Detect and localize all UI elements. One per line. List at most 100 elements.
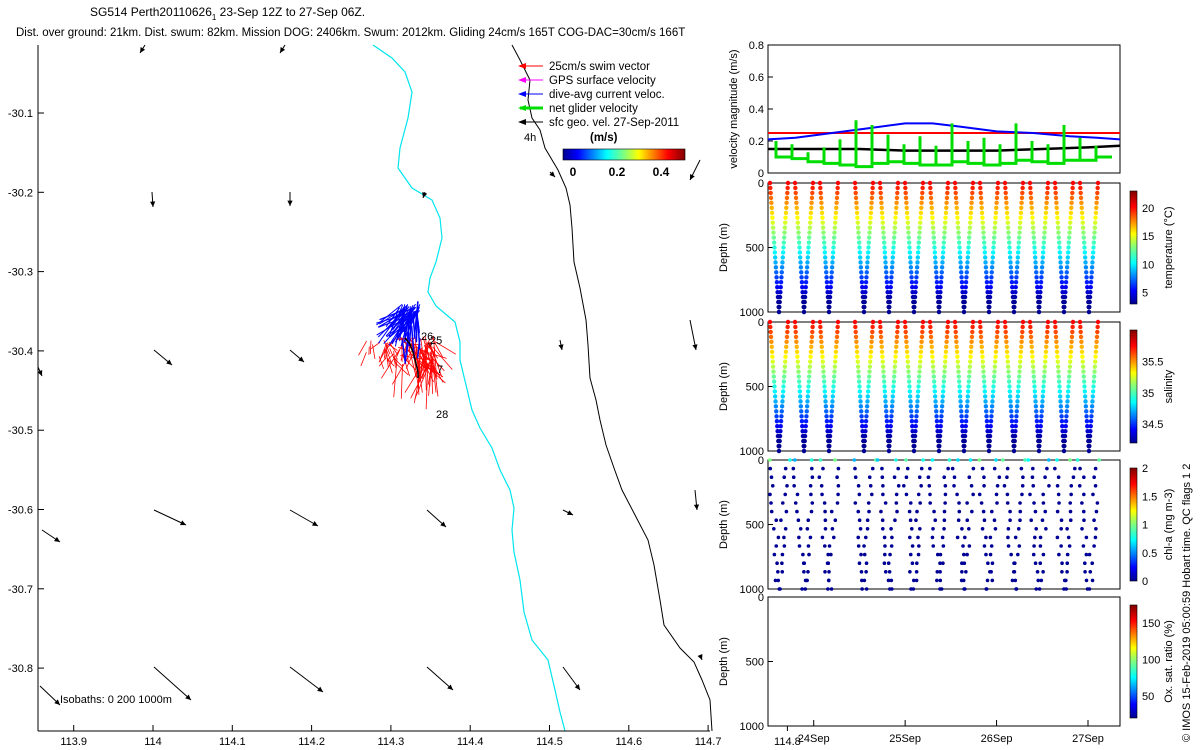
profile-point xyxy=(767,458,772,462)
profile-point xyxy=(1064,270,1069,275)
profile-point xyxy=(988,284,993,290)
profile-point xyxy=(780,552,785,557)
profile-point xyxy=(1083,570,1087,574)
profile-point xyxy=(855,225,861,230)
profile-point xyxy=(1066,240,1072,245)
profile-point xyxy=(820,354,825,359)
depth-tick-label: 500 xyxy=(746,382,764,394)
profile-point xyxy=(803,428,808,434)
profile-point xyxy=(833,210,839,215)
profile-point xyxy=(887,299,892,305)
profile-point xyxy=(982,484,986,488)
geostrophic-arrowhead xyxy=(549,171,555,177)
profile-point xyxy=(984,552,988,557)
profile-point xyxy=(804,414,809,419)
profile-point xyxy=(1079,349,1085,354)
profile-point xyxy=(806,384,811,389)
colorbar-bar xyxy=(562,148,686,161)
profile-point xyxy=(878,190,883,196)
profile-point xyxy=(794,205,799,211)
profile-point xyxy=(1040,255,1046,260)
profile-point xyxy=(935,423,940,429)
profile-point xyxy=(1082,394,1088,399)
profile-point xyxy=(891,235,897,240)
profile-point xyxy=(913,280,919,285)
profile-point xyxy=(950,466,955,471)
profile-point xyxy=(919,339,924,345)
profile-point xyxy=(1016,384,1021,389)
profile-point xyxy=(1017,369,1022,374)
profile-point xyxy=(1037,304,1042,310)
profile-point xyxy=(1055,535,1060,540)
profile-point xyxy=(966,235,972,240)
profile-point xyxy=(1080,364,1086,369)
colorbar-tick-label: 5 xyxy=(1142,288,1148,300)
current-vector xyxy=(376,303,403,326)
profile-point xyxy=(931,527,935,531)
profile-point xyxy=(1015,255,1021,260)
profile-point xyxy=(805,394,811,399)
profile-point xyxy=(833,354,838,359)
profile-point xyxy=(930,359,935,364)
profile-point xyxy=(1080,527,1084,531)
profile-point xyxy=(965,552,969,557)
profile-point xyxy=(865,394,871,399)
profile-point xyxy=(808,359,813,364)
profile-point xyxy=(1059,544,1063,548)
legend-arrowhead xyxy=(518,91,526,97)
profile-point xyxy=(993,215,998,220)
profile-point xyxy=(938,280,944,285)
profile-point xyxy=(978,334,984,340)
profile-point xyxy=(775,284,780,290)
profile-point xyxy=(855,220,860,225)
profile-point xyxy=(1093,215,1098,220)
profile-point xyxy=(1094,344,1099,350)
profile-point xyxy=(1033,404,1039,409)
profile-point xyxy=(904,458,908,462)
profile-point xyxy=(868,215,873,220)
profile-point xyxy=(969,195,975,201)
profile-point xyxy=(1062,443,1067,449)
profile-point xyxy=(797,394,803,399)
profile-point xyxy=(920,319,926,325)
profile-point xyxy=(810,185,815,191)
profile-point xyxy=(809,492,813,497)
profile-point xyxy=(1040,399,1045,404)
profile-point xyxy=(888,587,892,591)
profile-point xyxy=(934,419,940,424)
profile-point xyxy=(1082,384,1087,389)
profile-point xyxy=(799,270,804,275)
profile-point xyxy=(1054,205,1059,211)
credit-text: © IMOS 15-Feb-2019 05:00:59 Hobart time.… xyxy=(1181,464,1193,742)
profile-point xyxy=(980,359,985,364)
profile-point xyxy=(963,428,968,434)
profile-point xyxy=(830,260,835,265)
profile-point xyxy=(969,339,974,345)
profile-point xyxy=(1041,379,1047,384)
profile-point xyxy=(770,484,775,488)
profile-point xyxy=(988,280,994,285)
profile-point xyxy=(910,423,915,429)
profile-point xyxy=(993,349,999,354)
profile-point xyxy=(1035,284,1040,290)
profile-point xyxy=(836,484,841,488)
profile-point xyxy=(785,185,790,191)
profile-point xyxy=(939,414,944,419)
profile-point xyxy=(780,561,784,565)
profile-point xyxy=(916,374,922,379)
profile-point xyxy=(879,205,884,211)
swim-vector xyxy=(400,364,403,399)
profile-point xyxy=(1011,309,1017,315)
profile-point xyxy=(830,389,836,394)
profile-point xyxy=(993,354,998,359)
profile-point xyxy=(852,458,857,462)
profile-point xyxy=(856,379,862,384)
profile-point xyxy=(773,265,779,270)
current-vector xyxy=(376,311,416,336)
profile-point xyxy=(1029,349,1035,354)
profile-point xyxy=(785,324,790,330)
profile-point xyxy=(858,265,864,270)
profile-point xyxy=(852,319,858,325)
profile-point xyxy=(1059,409,1064,414)
profile-point xyxy=(1068,359,1073,364)
